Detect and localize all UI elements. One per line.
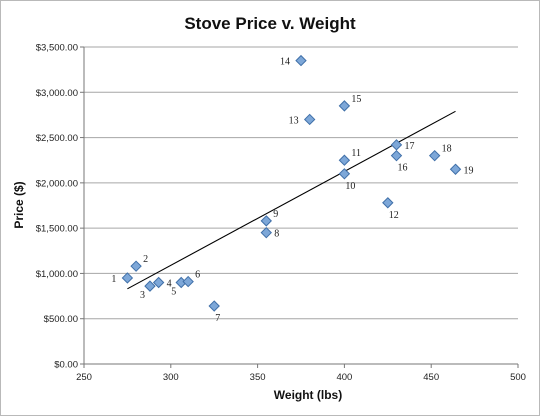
data-point-label: 7	[215, 313, 220, 324]
data-point	[303, 113, 316, 126]
x-tick-label: 400	[336, 372, 352, 383]
data-point-label: 17	[404, 141, 414, 152]
y-tick-label: $2,500.00	[36, 133, 78, 144]
data-point	[152, 276, 165, 289]
data-point-label: 5	[171, 286, 176, 297]
data-point-label: 16	[397, 163, 407, 174]
y-tick-label: $2,000.00	[36, 178, 78, 189]
y-tick-label: $1,000.00	[36, 269, 78, 280]
data-point	[390, 149, 403, 162]
data-point	[428, 149, 441, 162]
data-point-label: 12	[389, 210, 399, 221]
data-point	[144, 280, 156, 292]
data-point	[338, 100, 351, 112]
data-point-label: 18	[442, 144, 452, 155]
data-point-label: 19	[464, 165, 474, 176]
data-point	[121, 272, 134, 284]
data-point	[338, 154, 351, 166]
data-point-label: 4	[167, 278, 172, 289]
x-axis-title: Weight (lbs)	[274, 388, 342, 402]
y-tick-label: $3,500.00	[36, 43, 78, 54]
data-point	[130, 260, 142, 272]
chart-title: Stove Price v. Weight	[184, 14, 356, 33]
data-point	[338, 168, 351, 180]
data-point-label: 14	[280, 57, 290, 68]
data-point-label: 13	[289, 115, 299, 126]
y-tick-label: $0.00	[54, 360, 78, 371]
x-tick-label: 450	[423, 372, 439, 383]
data-point-label: 3	[140, 290, 145, 301]
data-point-label: 10	[345, 181, 355, 192]
trendline-group	[127, 110, 456, 290]
data-point	[382, 197, 394, 209]
data-point	[260, 226, 272, 239]
y-tick-label: $1,500.00	[36, 224, 78, 235]
data-point	[390, 139, 403, 151]
data-point-label: 6	[195, 270, 200, 281]
x-tick-label: 300	[163, 372, 179, 383]
x-tick-label: 250	[76, 372, 92, 383]
y-tick-label: $500.00	[44, 314, 78, 325]
data-point-label: 8	[274, 229, 279, 240]
data-point-label: 15	[351, 94, 361, 105]
data-point	[182, 275, 194, 288]
data-point	[295, 54, 307, 67]
data-point	[208, 300, 220, 312]
x-tick-label: 500	[510, 372, 526, 383]
y-axis-title: Price ($)	[12, 181, 26, 228]
data-point-label: 9	[273, 209, 278, 220]
trendline	[127, 110, 456, 290]
y-tick-label: $3,000.00	[36, 88, 78, 99]
data-point-label: 11	[351, 148, 361, 159]
data-point	[449, 163, 462, 175]
axes: $0.00 $500.00 $1,000.00 $1,500.00 $2,000.00 $…	[36, 43, 526, 384]
data-point-label: 2	[143, 254, 148, 265]
data-point-label: 1	[111, 274, 116, 285]
x-tick-label: 350	[250, 372, 266, 383]
data-point	[260, 215, 272, 227]
